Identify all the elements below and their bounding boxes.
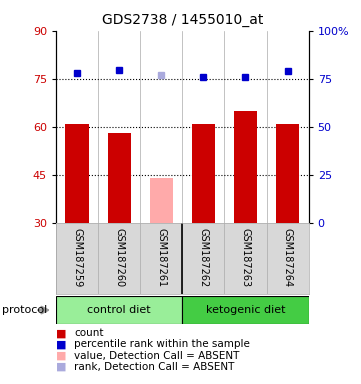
- Text: value, Detection Call = ABSENT: value, Detection Call = ABSENT: [74, 351, 239, 361]
- Text: percentile rank within the sample: percentile rank within the sample: [74, 339, 250, 349]
- Text: rank, Detection Call = ABSENT: rank, Detection Call = ABSENT: [74, 362, 234, 372]
- Bar: [56, 296, 182, 324]
- Bar: [65, 124, 88, 223]
- Text: ■: ■: [56, 328, 66, 338]
- Text: GSM187261: GSM187261: [156, 228, 166, 288]
- Text: GSM187264: GSM187264: [283, 228, 293, 288]
- Text: count: count: [74, 328, 104, 338]
- Text: GSM187260: GSM187260: [114, 228, 124, 288]
- Text: ■: ■: [56, 362, 66, 372]
- Title: GDS2738 / 1455010_at: GDS2738 / 1455010_at: [101, 13, 263, 27]
- Text: control diet: control diet: [87, 305, 151, 315]
- Bar: [234, 111, 257, 223]
- Bar: [192, 124, 215, 223]
- Text: GSM187262: GSM187262: [198, 228, 208, 288]
- Bar: [150, 178, 173, 223]
- Bar: [276, 124, 299, 223]
- Bar: [182, 296, 309, 324]
- Text: ■: ■: [56, 339, 66, 349]
- Text: protocol: protocol: [2, 305, 47, 315]
- Text: GSM187259: GSM187259: [72, 228, 82, 288]
- Text: ketogenic diet: ketogenic diet: [206, 305, 285, 315]
- Text: GSM187263: GSM187263: [240, 228, 251, 288]
- Bar: [108, 133, 131, 223]
- Text: ■: ■: [56, 351, 66, 361]
